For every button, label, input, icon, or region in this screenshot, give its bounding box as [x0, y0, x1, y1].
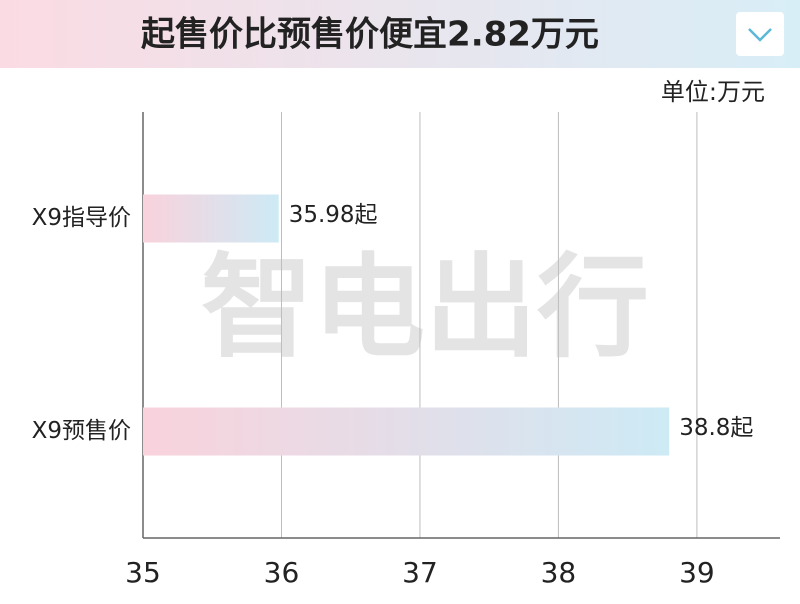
y-tick-label: X9指导价: [32, 205, 131, 231]
bar: [143, 194, 279, 243]
x-tick-label: 35: [125, 556, 161, 589]
y-tick-label: X9预售价: [32, 418, 131, 444]
chevron-icon: [748, 28, 772, 42]
dropdown-button[interactable]: [736, 12, 784, 56]
title-bar: [0, 0, 800, 68]
unit-label: 单位:万元: [661, 78, 765, 106]
bar: [143, 407, 670, 456]
chart-title: 起售价比预售价便宜2.82万元: [141, 15, 599, 55]
x-tick-label: 37: [402, 556, 438, 589]
x-tick-label: 36: [264, 556, 300, 589]
watermark: 智电出行: [201, 243, 649, 373]
x-tick-label: 39: [679, 556, 715, 589]
value-label: 38.8起: [679, 415, 753, 441]
x-tick-label: 38: [541, 556, 577, 589]
value-label: 35.98起: [289, 202, 378, 228]
